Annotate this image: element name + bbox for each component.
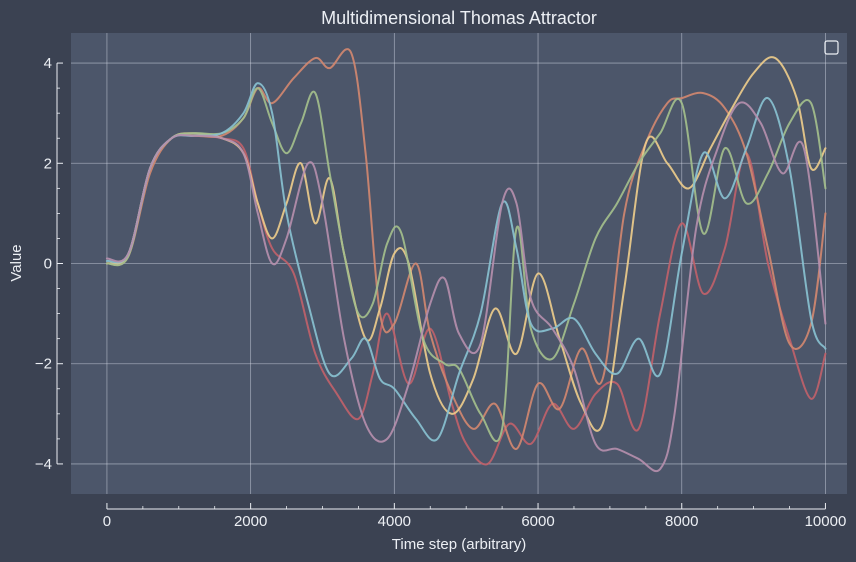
x-tick-label: 6000 — [521, 513, 554, 530]
x-tick-label: 2000 — [234, 513, 267, 530]
series-line-6 — [105, 101, 827, 473]
legend-box — [824, 40, 839, 55]
chart-title: Multidimensional Thomas Attractor — [321, 8, 597, 28]
axes: 0 2000 4000 6000 8000 10000 −4 −2 0 2 4 — [35, 55, 846, 530]
y-tick-label: 0 — [44, 256, 52, 273]
y-tick-label: −2 — [35, 356, 52, 373]
series-line-1 — [105, 133, 827, 466]
x-tick-label: 4000 — [378, 513, 411, 530]
y-tick-label: −4 — [35, 456, 52, 473]
series-line-5 — [105, 82, 827, 442]
series-layer — [105, 48, 827, 473]
series-line-4 — [105, 87, 827, 442]
y-tick-label: 4 — [44, 55, 52, 72]
y-tick-label: 2 — [44, 155, 52, 172]
y-axis-label: Value — [8, 244, 25, 281]
x-tick-label: 10000 — [805, 513, 847, 530]
x-axis-label: Time step (arbitrary) — [392, 536, 526, 553]
grid — [71, 33, 847, 494]
x-tick-label: 8000 — [665, 513, 698, 530]
x-tick-label: 0 — [103, 513, 111, 530]
